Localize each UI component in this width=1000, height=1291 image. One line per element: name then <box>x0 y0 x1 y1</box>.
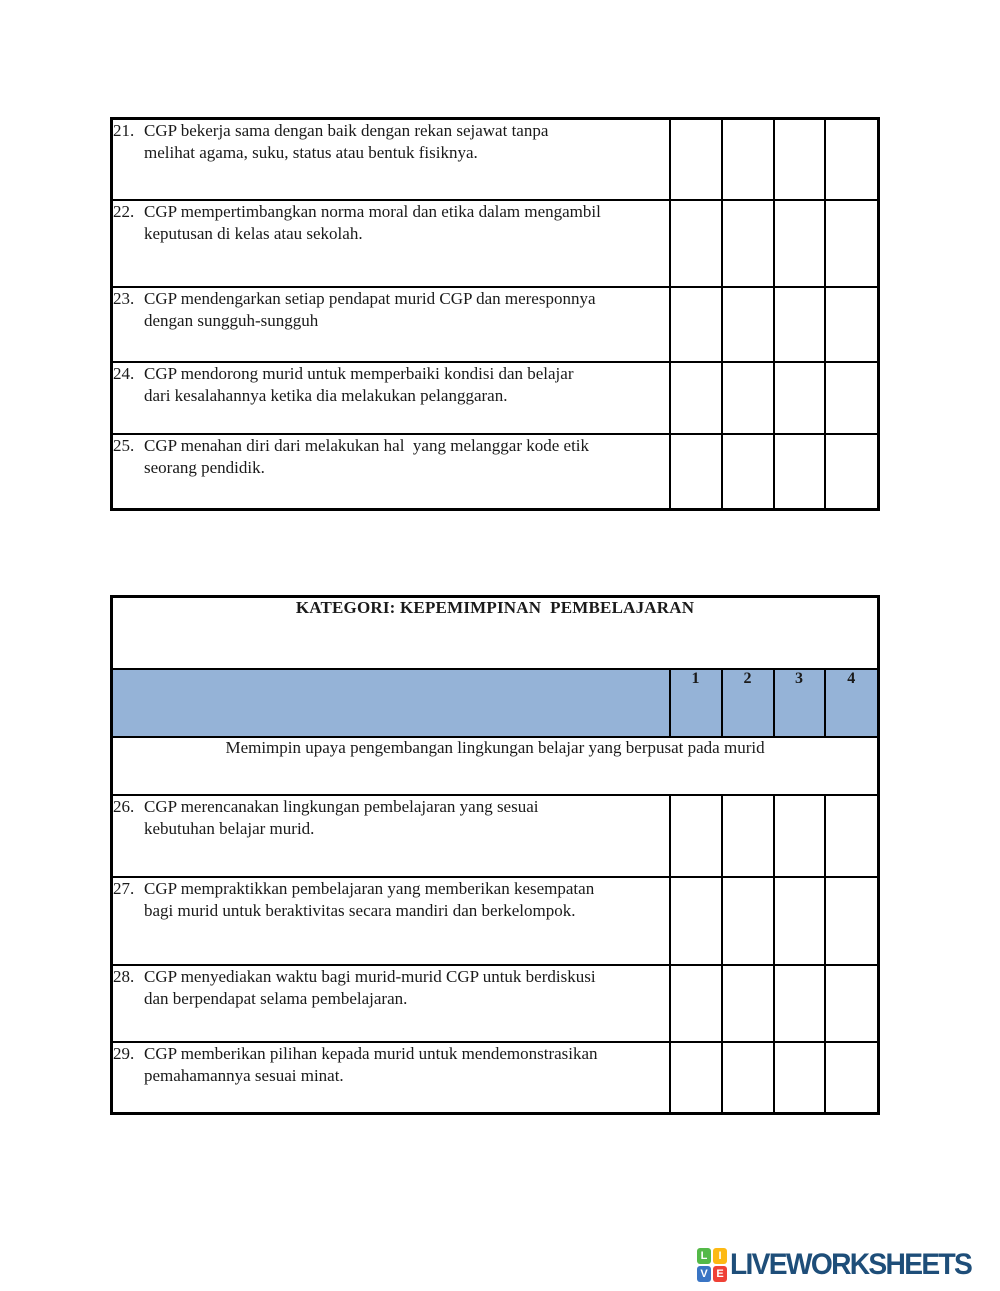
table-row: 22. CGP mempertimbangkan norma moral dan… <box>110 198 880 288</box>
category-header-row: KATEGORI: KEPEMIMPINAN PEMBELAJARAN <box>110 595 880 670</box>
rating-cell-21-4[interactable] <box>823 117 880 201</box>
item-number: 26. <box>113 796 135 816</box>
table-row: 26. CGP merencanakan lingkungan pembelaj… <box>110 793 880 878</box>
item-statement: CGP mendorong murid untuk memperbaiki ko… <box>144 363 574 405</box>
table-row: 28. CGP menyediakan waktu bagi murid-mur… <box>110 963 880 1043</box>
rating-scale-4: 4 <box>823 667 880 738</box>
item-statement: CGP menahan diri dari melakukan hal yang… <box>144 435 590 477</box>
table-row: 29. CGP memberikan pilihan kepada murid … <box>110 1040 880 1115</box>
rating-cell-29-3[interactable] <box>772 1040 826 1115</box>
table-row: 27. CGP mempraktikkan pembelajaran yang … <box>110 875 880 966</box>
rating-cell-25-2[interactable] <box>720 432 775 511</box>
rating-cell-28-2[interactable] <box>720 963 775 1043</box>
item-statement: CGP merencanakan lingkungan pembelajaran… <box>144 796 539 838</box>
assessment-table-upper: 21. CGP bekerja sama dengan baik dengan … <box>110 117 880 511</box>
section-title-row: Memimpin upaya pengembangan lingkungan b… <box>110 735 880 796</box>
rating-cell-24-1[interactable] <box>668 360 723 435</box>
item-24-text: 24. CGP mendorong murid untuk memperbaik… <box>110 360 671 435</box>
rating-cell-23-2[interactable] <box>720 285 775 363</box>
rating-cell-24-2[interactable] <box>720 360 775 435</box>
item-23-text: 23. CGP mendengarkan setiap pendapat mur… <box>110 285 671 363</box>
rating-cell-24-4[interactable] <box>823 360 880 435</box>
rating-cell-27-1[interactable] <box>668 875 723 966</box>
logo-tile-i: I <box>713 1248 727 1264</box>
rating-cell-27-4[interactable] <box>823 875 880 966</box>
table-row: 24. CGP mendorong murid untuk memperbaik… <box>110 360 880 435</box>
item-29-text: 29. CGP memberikan pilihan kepada murid … <box>110 1040 671 1115</box>
rating-cell-28-4[interactable] <box>823 963 880 1043</box>
item-statement: CGP menyediakan waktu bagi murid-murid C… <box>144 966 596 1008</box>
section-title: Memimpin upaya pengembangan lingkungan b… <box>110 735 880 796</box>
rating-cell-21-1[interactable] <box>668 117 723 201</box>
liveworksheets-wordmark: LIVEWORKSHEETS <box>730 1248 973 1281</box>
liveworksheets-icon: L I V E <box>697 1248 727 1282</box>
logo-tile-v: V <box>697 1266 711 1282</box>
item-statement: CGP mempraktikkan pembelajaran yang memb… <box>144 878 595 920</box>
item-statement: CGP memberikan pilihan kepada murid untu… <box>144 1043 598 1085</box>
rating-scale-3: 3 <box>772 667 826 738</box>
rating-cell-29-4[interactable] <box>823 1040 880 1115</box>
rating-cell-26-1[interactable] <box>668 793 723 878</box>
rating-cell-29-2[interactable] <box>720 1040 775 1115</box>
item-number: 25. <box>113 435 135 455</box>
rating-cell-26-2[interactable] <box>720 793 775 878</box>
rating-cell-21-2[interactable] <box>720 117 775 201</box>
logo-tile-l: L <box>697 1248 711 1264</box>
rating-cell-28-1[interactable] <box>668 963 723 1043</box>
rating-cell-22-2[interactable] <box>720 198 775 288</box>
rating-cell-24-3[interactable] <box>772 360 826 435</box>
rating-cell-28-3[interactable] <box>772 963 826 1043</box>
rating-cell-23-1[interactable] <box>668 285 723 363</box>
rating-cell-29-1[interactable] <box>668 1040 723 1115</box>
table-row: 23. CGP mendengarkan setiap pendapat mur… <box>110 285 880 363</box>
item-number: 24. <box>113 363 135 383</box>
logo-tile-e: E <box>713 1266 727 1282</box>
rating-cell-26-4[interactable] <box>823 793 880 878</box>
liveworksheets-logo[interactable]: L I V E LIVEWORKSHEETS <box>697 1248 987 1282</box>
rating-cell-22-1[interactable] <box>668 198 723 288</box>
rating-cell-22-3[interactable] <box>772 198 826 288</box>
item-27-text: 27. CGP mempraktikkan pembelajaran yang … <box>110 875 671 966</box>
rating-cell-22-4[interactable] <box>823 198 880 288</box>
rating-scale-2: 2 <box>720 667 775 738</box>
rating-cell-23-3[interactable] <box>772 285 826 363</box>
rating-scale-1: 1 <box>668 667 723 738</box>
rating-cell-27-2[interactable] <box>720 875 775 966</box>
item-number: 29. <box>113 1043 135 1063</box>
rating-scale-spacer <box>110 667 671 738</box>
rating-cell-23-4[interactable] <box>823 285 880 363</box>
rating-cell-25-3[interactable] <box>772 432 826 511</box>
table-row: 21. CGP bekerja sama dengan baik dengan … <box>110 117 880 201</box>
item-number: 21. <box>113 121 135 140</box>
item-21-text: 21. CGP bekerja sama dengan baik dengan … <box>110 117 671 201</box>
item-statement: CGP bekerja sama dengan baik dengan reka… <box>144 121 549 162</box>
item-25-text: 25. CGP menahan diri dari melakukan hal … <box>110 432 671 511</box>
item-28-text: 28. CGP menyediakan waktu bagi murid-mur… <box>110 963 671 1043</box>
item-22-text: 22. CGP mempertimbangkan norma moral dan… <box>110 198 671 288</box>
rating-cell-25-4[interactable] <box>823 432 880 511</box>
item-26-text: 26. CGP merencanakan lingkungan pembelaj… <box>110 793 671 878</box>
item-number: 23. <box>113 288 135 308</box>
item-number: 22. <box>113 201 135 221</box>
rating-scale-header-row: 1 2 3 4 <box>110 667 880 738</box>
item-statement: CGP mendengarkan setiap pendapat murid C… <box>144 288 596 330</box>
item-statement: CGP mempertimbangkan norma moral dan eti… <box>144 201 601 243</box>
rating-cell-25-1[interactable] <box>668 432 723 511</box>
rating-cell-21-3[interactable] <box>772 117 826 201</box>
rating-cell-26-3[interactable] <box>772 793 826 878</box>
table-row: 25. CGP menahan diri dari melakukan hal … <box>110 432 880 511</box>
rating-cell-27-3[interactable] <box>772 875 826 966</box>
category-title: KATEGORI: KEPEMIMPINAN PEMBELAJARAN <box>110 595 880 670</box>
item-number: 27. <box>113 878 135 898</box>
item-number: 28. <box>113 966 135 986</box>
assessment-table-kepemimpinan: KATEGORI: KEPEMIMPINAN PEMBELAJARAN 1 2 … <box>110 595 881 1115</box>
